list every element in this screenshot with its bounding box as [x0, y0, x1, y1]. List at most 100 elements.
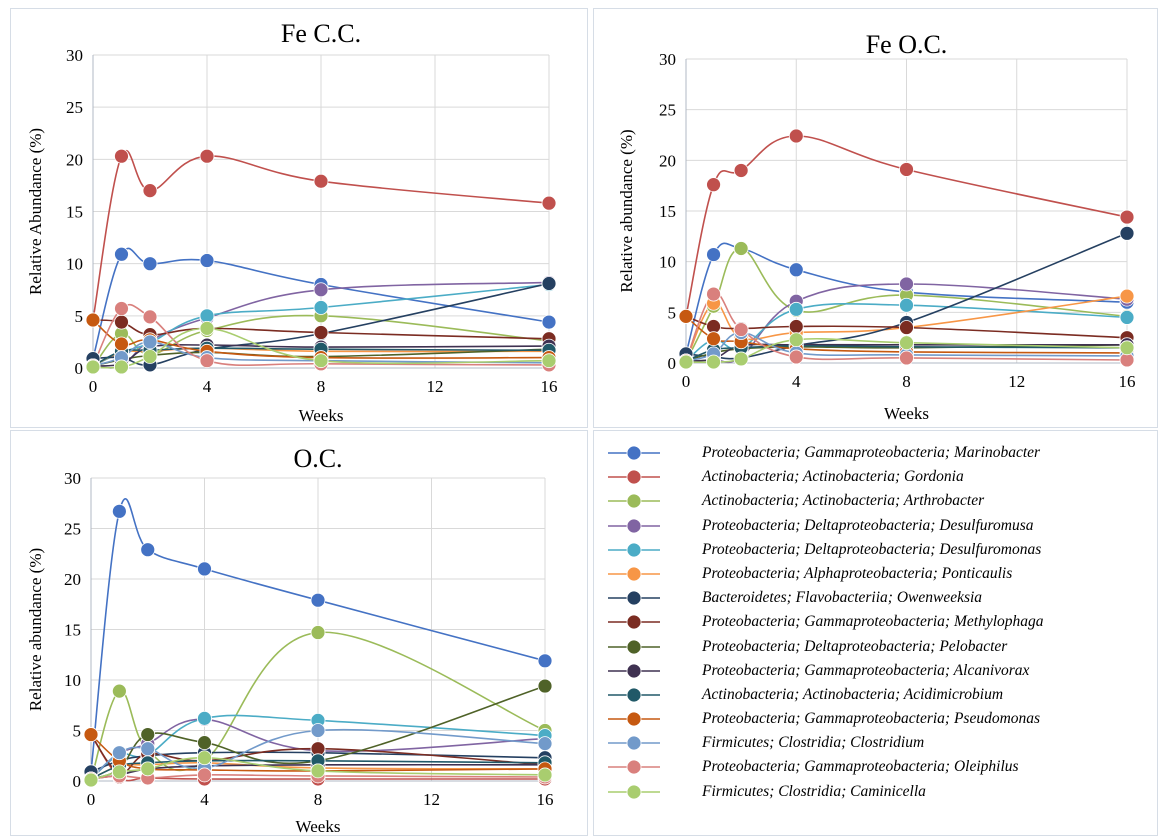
legend-swatch	[608, 784, 660, 800]
data-point	[733, 322, 749, 337]
data-point	[111, 764, 127, 780]
data-point	[788, 349, 804, 365]
data-point	[899, 350, 914, 366]
data-point	[197, 710, 212, 726]
data-point	[899, 320, 914, 335]
y-tick-label: 20	[659, 151, 676, 170]
x-tick-label: 0	[682, 372, 691, 391]
data-point	[140, 741, 156, 757]
legend-marker	[626, 760, 642, 775]
legend-swatch	[608, 542, 660, 558]
legend-label: Proteobacteria; Gammaproteobacteria; Pse…	[702, 710, 1041, 728]
y-tick-label: 5	[75, 307, 84, 326]
y-tick-label: 25	[66, 98, 83, 117]
legend-item: Proteobacteria; Gammaproteobacteria; Pse…	[594, 707, 1154, 731]
data-point	[537, 653, 553, 669]
data-point	[310, 763, 326, 779]
data-point	[85, 359, 101, 375]
data-point	[788, 319, 804, 334]
x-tick-label: 12	[423, 790, 440, 809]
x-tick-label: 0	[87, 790, 96, 809]
data-point	[706, 247, 721, 262]
legend-item: Actinobacteria; Actinobacteria; Arthroba…	[594, 489, 1154, 513]
data-point	[111, 683, 127, 699]
x-tick-label: 8	[902, 372, 911, 391]
data-point	[733, 163, 749, 178]
x-tick-label: 8	[317, 377, 326, 396]
data-point	[142, 334, 158, 350]
data-point	[733, 351, 749, 367]
legend-label: Proteobacteria; Deltaproteobacteria; Pel…	[702, 637, 1008, 655]
legend-label: Proteobacteria; Gammaproteobacteria; Alc…	[702, 661, 1030, 679]
data-point	[111, 745, 127, 761]
y-tick-label: 0	[668, 354, 677, 373]
data-point	[678, 308, 694, 324]
x-tick-label: 4	[792, 372, 801, 391]
legend-swatch	[608, 760, 660, 775]
legend-marker	[626, 711, 642, 727]
data-point	[541, 314, 557, 330]
data-point	[788, 301, 804, 317]
data-point	[199, 320, 215, 336]
legend-item: Proteobacteria; Gammaproteobacteria; Alc…	[594, 659, 1154, 683]
data-point	[1119, 225, 1135, 241]
data-point	[111, 503, 127, 519]
legend-swatch	[608, 445, 660, 461]
x-axis-label: Weeks	[296, 817, 341, 836]
x-tick-label: 16	[541, 377, 558, 396]
x-axis-label: Weeks	[884, 404, 929, 423]
series-line	[92, 150, 550, 321]
legend-item: Proteobacteria; Deltaproteobacteria; Des…	[594, 514, 1154, 538]
y-tick-label: 30	[66, 46, 83, 65]
chart-panel-oc: 0 5 10 15 20 25 30 0 4 8 12 16 O.C. Weeks Relative abu…	[10, 430, 588, 836]
legend-marker	[626, 445, 642, 461]
legend-swatch	[608, 687, 660, 703]
legend-swatch	[608, 518, 660, 533]
legend-swatch	[608, 493, 660, 509]
y-tick-label: 10	[659, 253, 676, 272]
y-tick-label: 0	[73, 772, 82, 791]
y-tick-label: 15	[66, 203, 83, 222]
data-point	[114, 301, 129, 316]
legend-item: Proteobacteria; Alphaproteobacteria; Pon…	[594, 562, 1154, 586]
data-point	[140, 542, 156, 558]
chart-panel-fe-oc: 0 5 10 15 20 25 30 0 4 8 12 16 Fe O.C. Weeks Relative …	[593, 8, 1158, 428]
data-point	[313, 282, 329, 298]
legend-label: Bacteroidetes; Flavobacteriia; Owenweeks…	[702, 589, 983, 607]
y-tick-label: 5	[668, 303, 677, 322]
x-tick-label: 16	[1119, 372, 1136, 391]
legend-label: Proteobacteria; Gammaproteobacteria; Met…	[702, 613, 1044, 631]
legend-swatch	[608, 566, 660, 582]
y-tick-label: 25	[64, 520, 81, 539]
data-point	[1119, 340, 1135, 356]
series-line	[685, 135, 1128, 317]
legend-marker	[626, 639, 642, 654]
legend-marker	[626, 735, 642, 751]
legend-label: Proteobacteria; Gammaproteobacteria; Ole…	[702, 758, 1019, 776]
legend-item: Proteobacteria; Gammaproteobacteria; Ole…	[594, 755, 1154, 779]
legend-marker	[626, 493, 642, 509]
y-tick-label: 10	[66, 255, 83, 274]
data-point	[197, 735, 212, 751]
data-point	[197, 561, 212, 577]
chart-fe-oc: 0 5 10 15 20 25 30 0 4 8 12 16 Fe O.C. Weeks Relative …	[617, 30, 1136, 423]
data-point	[899, 335, 914, 351]
data-point	[537, 767, 553, 783]
data-point	[140, 727, 156, 742]
legend-marker	[626, 687, 642, 703]
legend-item: Proteobacteria; Deltaproteobacteria; Pel…	[594, 635, 1154, 659]
data-point	[1119, 209, 1135, 225]
y-tick-label: 20	[66, 150, 83, 169]
data-point	[899, 162, 914, 177]
data-point	[310, 625, 326, 640]
legend-item: Bacteroidetes; Flavobacteriia; Owenweeks…	[594, 586, 1154, 610]
y-axis-label: Relative abundance (%)	[617, 129, 636, 292]
data-point	[788, 262, 804, 278]
legend-swatch	[608, 639, 660, 654]
data-point	[142, 256, 158, 272]
data-point	[83, 727, 99, 742]
chart-oc: 0 5 10 15 20 25 30 0 4 8 12 16 O.C. Weeks Relative abu…	[26, 444, 554, 836]
legend-marker	[626, 784, 642, 800]
series-line	[90, 498, 546, 772]
data-point	[197, 767, 212, 783]
